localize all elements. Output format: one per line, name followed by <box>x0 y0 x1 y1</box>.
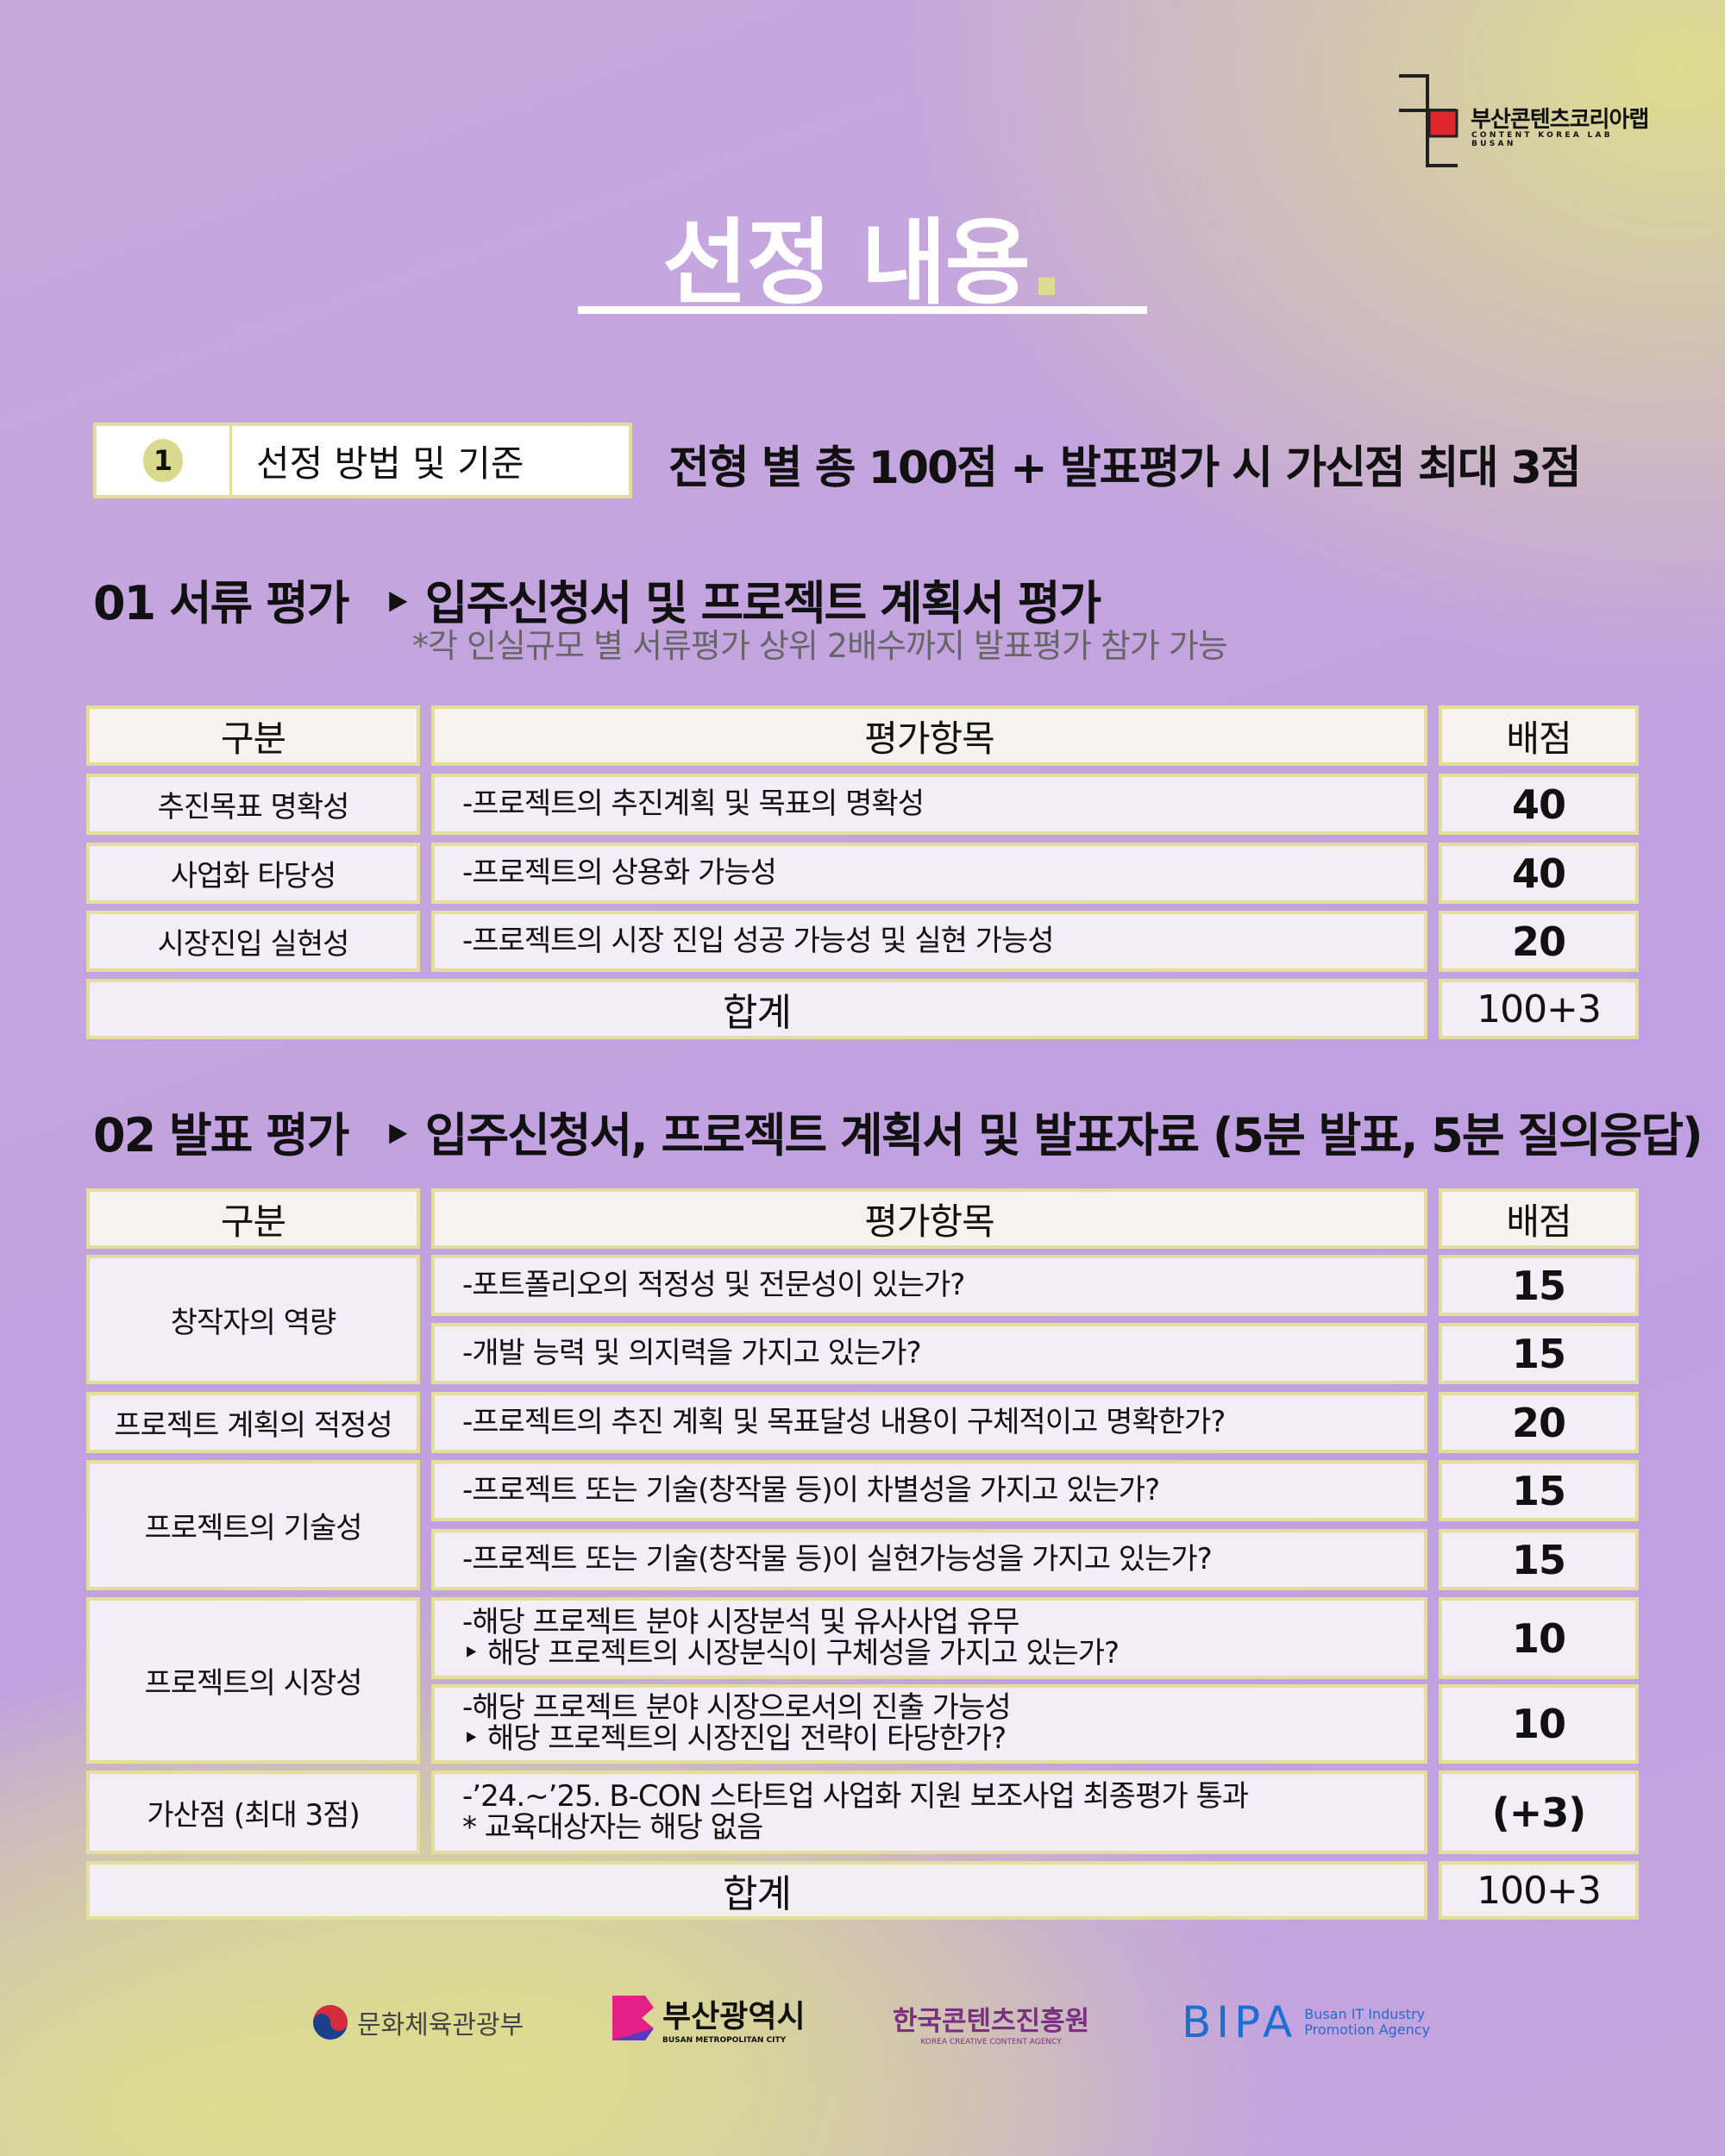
section-headline: 전형 별 총 100점 + 발표평가 시 가신점 최대 3점 <box>668 442 1582 494</box>
bipa-logo: BIPA Busan IT Industry Promotion Agency <box>1182 1997 1431 2047</box>
content-korea-lab-logo: 부산콘텐츠코리아랩 CONTENT KOREA LAB BUSAN <box>1397 74 1656 169</box>
table-row-score: 40 <box>1439 843 1639 904</box>
section-number: 1 <box>143 439 183 482</box>
section-label-box: 1 선정 방법 및 기준 <box>93 423 632 498</box>
page-title: 선정 내용. <box>662 210 1064 317</box>
total-label: 합계 <box>86 1861 1427 1920</box>
table-row-score: (+3) <box>1439 1771 1639 1854</box>
logo-korean: 부산콘텐츠코리아랩 <box>1471 107 1649 133</box>
logo-english: CONTENT KOREA LAB BUSAN <box>1471 131 1613 148</box>
table-row-item: -포트폴리오의 적정성 및 전문성이 있는가? <box>431 1255 1427 1316</box>
table-row-item: -프로젝트의 상용화 가능성 <box>431 843 1427 904</box>
table-row-item: -’24.~’25. B-CON 스타트업 사업화 지원 보조사업 최종평가 통… <box>431 1771 1427 1854</box>
table-row-score: 40 <box>1439 774 1639 835</box>
table-row-score: 15 <box>1439 1255 1639 1316</box>
table-row-item: -개발 능력 및 의지력을 가지고 있는가? <box>431 1323 1427 1384</box>
header-item: 평가항목 <box>431 705 1427 766</box>
busan-b-icon <box>612 1996 654 2040</box>
section-label: 선정 방법 및 기준 <box>256 442 524 485</box>
table-row-item: -프로젝트의 추진계획 및 목표의 명확성 <box>431 774 1427 835</box>
header-item: 평가항목 <box>431 1188 1427 1249</box>
table-row-category: 프로젝트의 기술성 <box>86 1460 420 1590</box>
table-row-score: 20 <box>1439 1392 1639 1453</box>
table-row-score: 10 <box>1439 1684 1639 1764</box>
table-row-category: 가산점 (최대 3점) <box>86 1771 420 1854</box>
taegeuk-icon <box>313 2005 348 2040</box>
total-label: 합계 <box>86 979 1427 1039</box>
doc-eval-heading: 01 서류 평가 ‣ 입주신청서 및 프로젝트 계획서 평가 <box>93 576 1101 630</box>
header-category: 구분 <box>86 705 420 766</box>
table-row-item: -프로젝트의 시장 진입 성공 가능성 및 실현 가능성 <box>431 911 1427 972</box>
table-row-score: 15 <box>1439 1529 1639 1590</box>
pres-eval-heading: 02 발표 평가 ‣ 입주신청서, 프로젝트 계획서 및 발표자료 (5분 발표,… <box>93 1108 1703 1163</box>
table-row-category: 프로젝트 계획의 적정성 <box>86 1392 420 1453</box>
header-category: 구분 <box>86 1188 420 1249</box>
table-row-item: -프로젝트 또는 기술(창작물 등)이 차별성을 가지고 있는가? <box>431 1460 1427 1521</box>
table-row-category: 시장진입 실현성 <box>86 911 420 972</box>
total-score: 100+3 <box>1439 979 1639 1039</box>
header-score: 배점 <box>1439 1188 1639 1249</box>
table-row-category: 사업화 타당성 <box>86 843 420 904</box>
table-row-score: 15 <box>1439 1323 1639 1384</box>
total-score: 100+3 <box>1439 1861 1639 1920</box>
title-underline <box>578 306 1147 314</box>
table-row-category: 추진목표 명확성 <box>86 774 420 835</box>
header-score: 배점 <box>1439 705 1639 766</box>
table-row-score: 15 <box>1439 1460 1639 1521</box>
table-row-category: 창작자의 역량 <box>86 1255 420 1384</box>
table-row-item: -프로젝트 또는 기술(창작물 등)이 실현가능성을 가지고 있는가? <box>431 1529 1427 1590</box>
mcst-logo: 문화체육관광부 <box>310 2001 524 2044</box>
table-row-item: -해당 프로젝트 분야 시장분석 및 유사사업 유무 ‣ 해당 프로젝트의 시장분… <box>431 1597 1427 1679</box>
kocca-logo: 한국콘텐츠진흥원 KOREA CREATIVE CONTENT AGENCY <box>893 2005 1090 2046</box>
table-row-item: -프로젝트의 추진 계획 및 목표달성 내용이 구체적이고 명확한가? <box>431 1392 1427 1453</box>
table-row-item: -해당 프로젝트 분야 시장으로서의 진출 가능성 ‣ 해당 프로젝트의 시장진입… <box>431 1684 1427 1764</box>
table-row-score: 20 <box>1439 911 1639 972</box>
logo-mark-icon <box>1399 74 1458 167</box>
table-row-score: 10 <box>1439 1597 1639 1679</box>
busan-city-logo: 부산광역시 BUSAN METROPOLITAN CITY <box>611 1992 806 2045</box>
table-row-category: 프로젝트의 시장성 <box>86 1597 420 1764</box>
doc-eval-note: *각 인실규모 별 서류평가 상위 2배수까지 발표평가 참가 가능 <box>412 627 1228 665</box>
